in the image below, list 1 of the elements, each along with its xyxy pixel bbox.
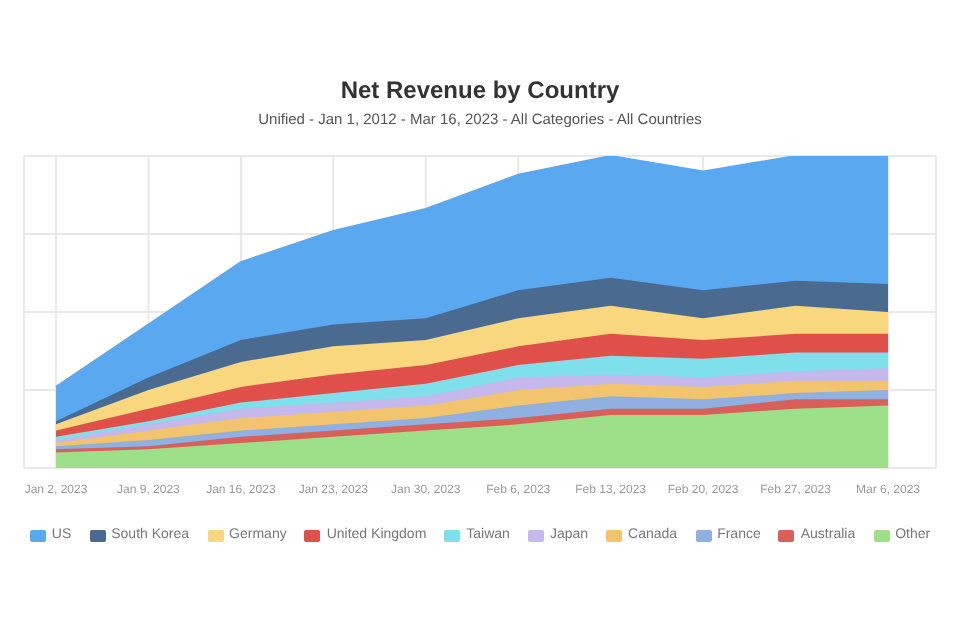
chart-title: Net Revenue by Country: [338, 74, 622, 104]
